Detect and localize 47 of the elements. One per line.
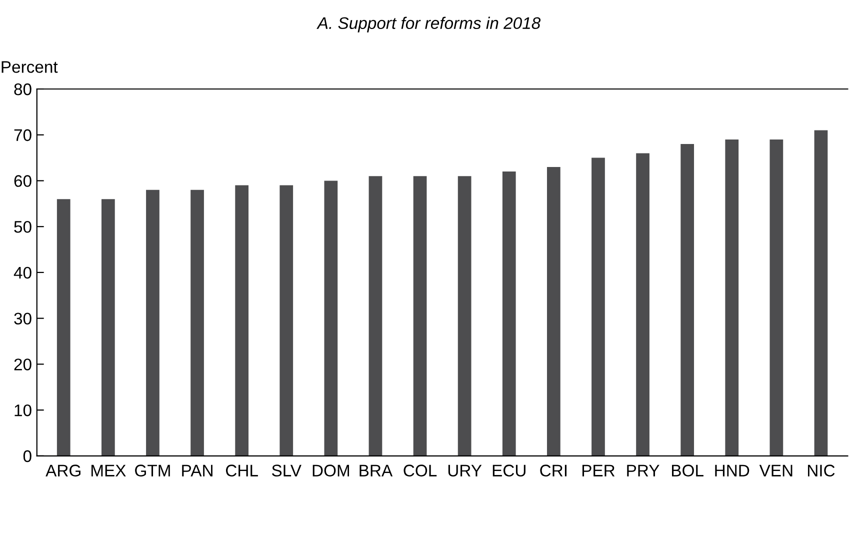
x-tick-label: PER [582, 464, 615, 476]
bar [101, 199, 115, 456]
x-tick-label: PRY [627, 464, 660, 476]
bar [413, 176, 427, 456]
bar [458, 176, 472, 456]
y-tick-label: 60 [14, 175, 32, 187]
y-tick-label: 30 [14, 312, 32, 325]
bar [502, 172, 516, 456]
bar [146, 190, 160, 456]
x-tick-label: COL [404, 464, 437, 476]
bar [280, 185, 294, 456]
x-tick-label: CRI [540, 464, 566, 476]
y-tick-label: 0 [23, 450, 32, 462]
y-tick-label: 40 [14, 266, 32, 279]
bar [680, 144, 694, 456]
bar [725, 139, 739, 456]
bar [56, 199, 70, 456]
x-tick-label: DOM [312, 464, 349, 476]
bar [190, 190, 204, 456]
x-tick-label: PAN [182, 464, 212, 476]
x-tick-label: CHL [226, 464, 258, 476]
y-axis-title: Percent [2, 61, 58, 73]
x-tick-label: SLV [272, 464, 302, 476]
x-tick-label: BRA [360, 464, 393, 476]
bar [546, 166, 560, 456]
bar [324, 180, 338, 456]
y-tick-label: 70 [14, 129, 32, 142]
chart-title: A. Support for reforms in 2018 [316, 16, 541, 32]
bar [235, 185, 249, 456]
bar [368, 176, 382, 456]
y-tick-label: 10 [14, 404, 32, 416]
y-tick-label: 20 [14, 358, 32, 370]
x-tick-label: GTM [135, 464, 170, 476]
bar [770, 139, 784, 456]
y-tick-label: 50 [14, 220, 32, 233]
bar [814, 130, 828, 456]
x-tick-label: NIC [808, 464, 835, 476]
x-tick-label: URY [448, 464, 482, 476]
x-tick-label: BOL [672, 464, 704, 476]
x-tick-label: ECU [492, 464, 526, 476]
x-tick-label: ARG [46, 464, 80, 476]
y-tick-label: 80 [14, 83, 32, 96]
x-tick-label: MEX [91, 464, 126, 476]
bar [636, 153, 650, 456]
x-tick-label: HND [715, 464, 750, 476]
bar [592, 158, 605, 456]
x-tick-label: VEN [759, 464, 792, 476]
